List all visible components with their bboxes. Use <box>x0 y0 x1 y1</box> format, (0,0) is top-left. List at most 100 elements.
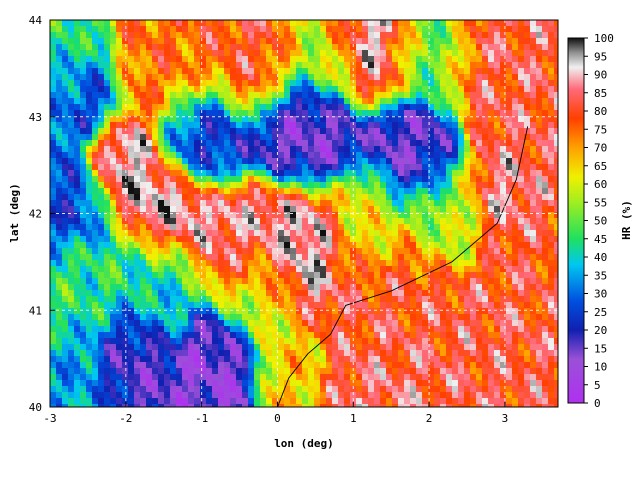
field-cell <box>392 218 399 225</box>
field-cell <box>500 242 507 249</box>
field-cell <box>158 44 165 51</box>
field-cell <box>188 368 195 375</box>
field-cell <box>386 368 393 375</box>
field-cell <box>182 236 189 243</box>
field-cell <box>56 344 63 351</box>
field-cell <box>80 104 87 111</box>
field-cell <box>392 188 399 195</box>
field-cell <box>92 314 99 321</box>
field-cell <box>56 122 63 129</box>
field-cell <box>308 254 315 261</box>
field-cell <box>80 206 87 213</box>
field-cell <box>98 134 105 141</box>
field-cell <box>320 314 327 321</box>
field-cell <box>86 290 93 297</box>
field-cell <box>314 254 321 261</box>
field-cell <box>380 44 387 51</box>
field-cell <box>314 50 321 57</box>
field-cell <box>116 248 123 255</box>
field-cell <box>524 296 531 303</box>
field-cell <box>434 140 441 147</box>
field-cell <box>80 32 87 39</box>
field-cell <box>248 314 255 321</box>
field-cell <box>242 230 249 237</box>
field-cell <box>176 218 183 225</box>
field-cell <box>392 242 399 249</box>
field-cell <box>230 62 237 69</box>
field-cell <box>356 98 363 105</box>
field-cell <box>512 248 519 255</box>
field-cell <box>200 296 207 303</box>
field-cell <box>308 356 315 363</box>
field-cell <box>260 182 267 189</box>
field-cell <box>350 200 357 207</box>
field-cell <box>92 164 99 171</box>
field-cell <box>248 92 255 99</box>
field-cell <box>386 38 393 45</box>
field-cell <box>518 248 525 255</box>
field-cell <box>326 338 333 345</box>
field-cell <box>332 368 339 375</box>
field-cell <box>554 296 558 303</box>
field-cell <box>362 158 369 165</box>
field-cell <box>134 152 141 159</box>
field-cell <box>392 200 399 207</box>
field-cell <box>386 20 393 27</box>
field-cell <box>200 320 207 327</box>
field-cell <box>398 44 405 51</box>
field-cell <box>488 164 495 171</box>
field-cell <box>248 230 255 237</box>
field-cell <box>218 212 225 219</box>
field-cell <box>284 134 291 141</box>
field-cell <box>368 218 375 225</box>
field-cell <box>464 218 471 225</box>
field-cell <box>86 182 93 189</box>
field-cell <box>302 206 309 213</box>
field-cell <box>308 284 315 291</box>
field-cell <box>110 230 117 237</box>
field-cell <box>494 140 501 147</box>
field-cell <box>416 134 423 141</box>
field-cell <box>212 74 219 81</box>
field-cell <box>68 314 75 321</box>
field-cell <box>398 278 405 285</box>
field-cell <box>170 38 177 45</box>
field-cell <box>356 314 363 321</box>
field-cell <box>476 218 483 225</box>
field-cell <box>164 326 171 333</box>
field-cell <box>158 278 165 285</box>
field-cell <box>512 242 519 249</box>
field-cell <box>446 332 453 339</box>
field-cell <box>302 146 309 153</box>
field-cell <box>152 338 159 345</box>
field-cell <box>296 338 303 345</box>
field-cell <box>194 50 201 57</box>
field-cell <box>254 56 261 63</box>
field-cell <box>122 134 129 141</box>
field-cell <box>260 164 267 171</box>
field-cell <box>236 302 243 309</box>
field-cell <box>266 26 273 33</box>
field-cell <box>506 338 513 345</box>
humidity-field <box>50 20 558 407</box>
field-cell <box>446 128 453 135</box>
field-cell <box>554 134 558 141</box>
field-cell <box>536 128 543 135</box>
field-cell <box>140 284 147 291</box>
field-cell <box>296 224 303 231</box>
field-cell <box>506 122 513 129</box>
field-cell <box>116 362 123 369</box>
field-cell <box>326 44 333 51</box>
field-cell <box>404 206 411 213</box>
field-cell <box>278 260 285 267</box>
field-cell <box>314 116 321 123</box>
field-cell <box>536 350 543 357</box>
field-cell <box>332 200 339 207</box>
field-cell <box>188 194 195 201</box>
field-cell <box>254 284 261 291</box>
field-cell <box>518 308 525 315</box>
field-cell <box>428 128 435 135</box>
field-cell <box>386 26 393 33</box>
field-cell <box>446 284 453 291</box>
field-cell <box>260 128 267 135</box>
